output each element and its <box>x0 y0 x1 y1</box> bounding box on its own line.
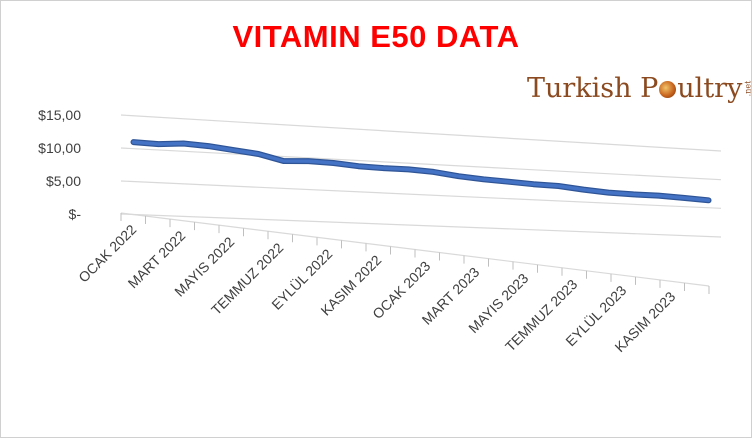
y-tick-label: $5,00 <box>46 173 81 189</box>
gridline <box>120 213 722 238</box>
series-line <box>131 140 711 203</box>
gridline <box>120 180 722 209</box>
gridline <box>120 147 722 181</box>
chart-title: VITAMIN E50 DATA <box>232 19 520 54</box>
logo-text-start: Turkish P <box>527 73 659 104</box>
y-tick-label: $- <box>69 206 82 222</box>
y-tick-label: $10,00 <box>38 140 81 156</box>
gridline <box>120 114 722 152</box>
logo-o-icon <box>659 81 677 98</box>
logo-text-end: ultry <box>677 73 743 104</box>
y-tick-label: $15,00 <box>38 107 81 123</box>
